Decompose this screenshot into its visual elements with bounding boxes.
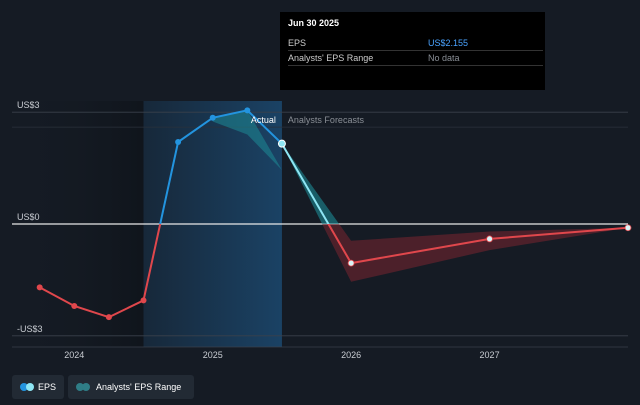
x-tick-label: 2027 [480, 350, 500, 360]
range-legend-icon [76, 383, 90, 391]
x-tick-label: 2024 [64, 350, 84, 360]
eps-actual-line-positive [159, 109, 283, 224]
forecast-section-label: Analysts Forecasts [288, 115, 365, 125]
legend-analysts-range[interactable]: Analysts' EPS Range [68, 375, 194, 399]
y-tick-label: -US$3 [17, 324, 43, 334]
tooltip-date: Jun 30 2025 [288, 18, 340, 28]
tooltip-eps-value: US$2.155 [428, 38, 469, 48]
eps-point [175, 139, 182, 145]
x-tick-label: 2026 [341, 350, 361, 360]
eps-forecast-line-negative [327, 224, 629, 265]
legend-eps-label: EPS [37, 382, 56, 392]
y-tick-label: US$0 [17, 212, 40, 222]
forecast-range-band-negative [322, 224, 628, 282]
forecast-point [486, 235, 493, 243]
x-tick-label: 2025 [203, 350, 223, 360]
eps-point [71, 303, 78, 309]
tooltip-row-eps: EPS US$2.155 [288, 36, 543, 51]
eps-forecast-line-positive [281, 143, 330, 224]
tooltip-range-value: No data [428, 53, 460, 63]
y-tick-label: US$3 [17, 100, 40, 110]
forecast-range-band-positive [281, 143, 340, 224]
hover-tooltip: Jun 30 2025 EPS US$2.155 Analysts' EPS R… [280, 12, 545, 90]
eps-point [140, 297, 147, 304]
actual-section-label: Actual [251, 115, 276, 125]
forecast-point [624, 224, 632, 232]
tooltip-range-label: Analysts' EPS Range [288, 53, 374, 63]
eps-point [105, 314, 112, 321]
tooltip-row-range: Analysts' EPS Range No data [288, 51, 543, 66]
tooltip-eps-label: EPS [288, 38, 307, 48]
eps-actual-line-negative [39, 224, 162, 319]
eps-legend-icon [20, 383, 34, 391]
early-range-band [212, 110, 282, 170]
legend-eps[interactable]: EPS [12, 375, 64, 399]
forecast-point [347, 259, 355, 267]
eps-point [36, 284, 43, 291]
eps-point [209, 114, 216, 121]
legend-range-label: Analysts' EPS Range [96, 382, 182, 392]
eps-point [277, 139, 286, 148]
eps-point [244, 107, 251, 114]
